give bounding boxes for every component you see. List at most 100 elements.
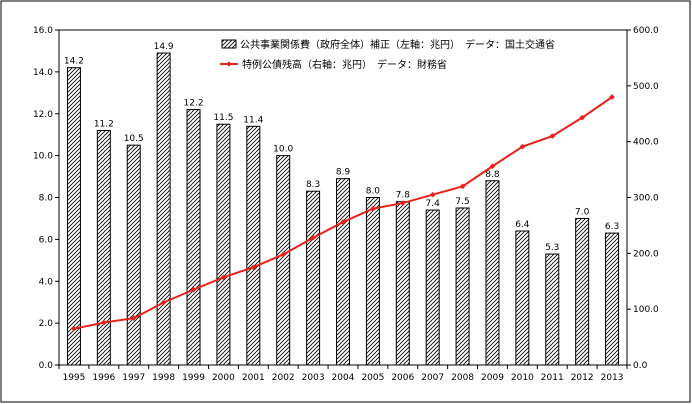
bar: [515, 230, 530, 366]
bar: [276, 155, 291, 366]
legend-line-label: 特例公債残高（右軸：兆円） データ：財務省: [242, 58, 447, 71]
bar-data-label: 12.2: [184, 99, 204, 109]
right-axis-tick-label: 0.0: [633, 361, 648, 371]
bar-data-label: 6.3: [605, 222, 619, 232]
bar: [96, 130, 111, 366]
bar-data-label: 11.5: [213, 113, 233, 123]
line-point: [100, 319, 107, 326]
bar-data-label: 8.3: [306, 180, 320, 190]
bar: [126, 144, 141, 366]
bar-series: 14.2 11.2 10.5 14.9 12.2 11.5 11.4 10.0 8.3 8.9 8.…: [64, 42, 620, 366]
line-point: [310, 234, 317, 241]
bar-data-label: 7.5: [455, 197, 469, 207]
bar: [66, 67, 81, 366]
right-axis-tick-label: 500.0: [633, 82, 659, 92]
bar-data-label: 11.4: [243, 115, 263, 125]
x-axis-tick-label: 2010: [511, 373, 534, 383]
left-axis-tick-label: 0.0: [39, 361, 54, 371]
line-point: [70, 325, 77, 332]
x-axis-tick-label: 1998: [152, 373, 175, 383]
x-axis-tick-label: 2006: [391, 373, 414, 383]
right-axis-tick-label: 400.0: [633, 138, 659, 148]
left-axis-tick-label: 4.0: [39, 277, 54, 287]
x-axis-tick-label: 2013: [601, 373, 624, 383]
left-axis-tick-label: 16.0: [33, 26, 53, 36]
legend-line-marker: [226, 61, 232, 67]
bar: [336, 178, 350, 366]
left-axis-tick-label: 12.0: [33, 110, 53, 120]
bar: [186, 109, 201, 366]
bar-data-label: 8.0: [366, 187, 381, 197]
right-axis-tick-label: 300.0: [633, 194, 659, 204]
x-axis-tick-label: 2002: [272, 373, 295, 383]
x-axis-tick-label: 2009: [481, 373, 504, 383]
bar-data-label: 5.3: [545, 243, 559, 253]
x-axis-tick-label: 2005: [361, 373, 384, 383]
line-point: [130, 315, 137, 322]
bar-data-label: 14.2: [64, 57, 84, 67]
right-axis-tick-label: 100.0: [633, 305, 659, 315]
x-axis-tick-label: 2008: [451, 373, 474, 383]
line-point: [429, 191, 436, 198]
x-axis-tick-label: 2012: [571, 373, 594, 383]
left-axis-tick-label: 6.0: [39, 235, 54, 245]
bar: [156, 52, 171, 366]
line-point: [489, 163, 496, 170]
line-point: [549, 133, 556, 140]
line-point: [190, 286, 197, 293]
x-axis-tick-label: 1995: [62, 373, 85, 383]
bar: [425, 209, 440, 366]
left-axis-tick-label: 2.0: [39, 319, 54, 329]
legend-bar-swatch: [221, 39, 237, 49]
line-point: [519, 143, 526, 150]
bar: [365, 197, 380, 366]
x-axis-tick-label: 1996: [92, 373, 115, 383]
bar-data-label: 7.4: [426, 199, 441, 209]
bar-data-label: 11.2: [94, 120, 114, 130]
line-series: [70, 94, 616, 332]
right-axis-tick-label: 600.0: [633, 26, 659, 36]
x-axis-tick-label: 2011: [541, 373, 564, 383]
right-axis-tick-label: 200.0: [633, 249, 659, 259]
line-point: [160, 299, 167, 306]
x-axis-tick-label: 1997: [122, 373, 145, 383]
legend: 公共事業関係費（政府全体）補正（左軸：兆円） データ：国土交通省特例公債残高（右…: [220, 38, 555, 71]
left-axis-tick-label: 8.0: [39, 194, 54, 204]
x-axis-tick-label: 2000: [212, 373, 235, 383]
bar-data-label: 6.4: [515, 220, 530, 230]
line-point: [399, 200, 406, 207]
line-point: [220, 274, 227, 281]
bar: [395, 201, 410, 366]
left-axis-tick-label: 14.0: [33, 68, 53, 78]
bar: [485, 180, 500, 366]
bar: [246, 125, 261, 366]
bar: [605, 232, 620, 366]
x-axis-tick-label: 2004: [332, 373, 355, 383]
line-point: [459, 183, 466, 190]
bar: [575, 217, 590, 366]
bar-data-label: 10.0: [273, 145, 293, 155]
bar-data-label: 7.8: [396, 191, 411, 201]
legend-bar-label: 公共事業関係費（政府全体）補正（左軸：兆円） データ：国土交通省: [240, 38, 555, 51]
bar: [306, 190, 321, 366]
x-axis-tick-label: 2001: [242, 373, 265, 383]
left-axis-tick-label: 10.0: [33, 152, 53, 162]
line-point: [280, 251, 287, 258]
line-point: [579, 114, 586, 121]
line-point: [369, 205, 376, 212]
bar: [455, 207, 470, 366]
bar: [216, 123, 231, 366]
x-axis-tick-label: 2007: [421, 373, 444, 383]
bar-data-label: 14.9: [154, 42, 174, 52]
x-axis-tick-label: 1999: [182, 373, 205, 383]
x-axis-tick-label: 2003: [302, 373, 325, 383]
bar: [545, 253, 560, 366]
bar-data-label: 8.8: [485, 170, 500, 180]
line-point: [340, 219, 346, 226]
bar-data-label: 7.0: [575, 207, 590, 217]
bar-data-label: 8.9: [336, 168, 351, 178]
line-point: [250, 264, 257, 271]
line-point: [609, 94, 616, 100]
